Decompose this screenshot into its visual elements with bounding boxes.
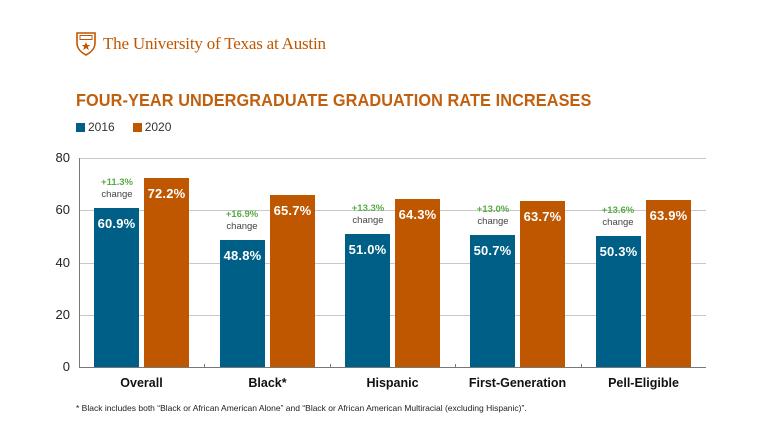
change-word: change <box>352 215 384 226</box>
change-annotation: +13.0% change <box>463 204 523 228</box>
y-axis-tick-label: 0 <box>62 359 70 374</box>
legend-label-2020: 2020 <box>144 120 172 134</box>
y-axis-tick-label: 60 <box>55 202 70 217</box>
legend-item-2020: 2020 <box>132 120 172 134</box>
bar-2020-pell-eligible: 63.9% <box>646 200 691 367</box>
bar-value-label: 72.2% <box>147 186 186 201</box>
bar-2020-hispanic: 64.3% <box>395 199 440 367</box>
change-word: change <box>602 217 634 228</box>
x-axis-line <box>79 367 706 368</box>
bar-2016-overall: 60.9% <box>94 208 139 367</box>
change-word: change <box>477 216 509 227</box>
bar-2016-hispanic: 51.0% <box>345 234 390 367</box>
x-axis-category-label: First-Generation <box>468 376 567 390</box>
bar-2020-first-generation: 63.7% <box>520 201 565 367</box>
bar-value-label: 50.3% <box>599 244 638 259</box>
bar-2020-overall: 72.2% <box>144 178 189 367</box>
bar-value-label: 63.7% <box>523 209 562 224</box>
bar-2020-black: 65.7% <box>270 195 315 367</box>
bar-value-label: 51.0% <box>348 242 387 257</box>
change-value: +16.9% <box>225 209 259 220</box>
x-axis-category-label: Overall <box>120 376 163 390</box>
change-word: change <box>101 189 133 200</box>
x-axis-category-label: Pell-Eligible <box>608 376 679 390</box>
footnote: * Black includes both “Black or African … <box>76 403 527 413</box>
change-value: +13.6% <box>601 205 635 216</box>
legend-label-2016: 2016 <box>88 120 115 134</box>
gridline <box>79 158 706 159</box>
change-annotation: +16.9% change <box>212 209 272 233</box>
change-value: +13.3% <box>351 203 385 214</box>
bar-value-label: 63.9% <box>649 208 688 223</box>
gridline <box>79 263 706 264</box>
x-axis-category-label: Black* <box>248 376 287 390</box>
bar-value-label: 50.7% <box>473 243 512 258</box>
legend-swatch-2020 <box>132 122 142 132</box>
change-value: +11.3% <box>101 177 133 188</box>
x-axis-tick <box>204 364 205 368</box>
bar-value-label: 65.7% <box>273 203 312 218</box>
gridline <box>79 210 706 211</box>
ut-shield-icon <box>76 32 96 56</box>
y-axis-tick-label: 20 <box>55 307 70 322</box>
change-value: +13.0% <box>476 204 510 215</box>
x-axis-category-label: Hispanic <box>366 376 419 390</box>
x-axis-tick <box>455 364 456 368</box>
bar-2016-black: 48.8% <box>220 240 265 367</box>
change-word: change <box>226 221 258 232</box>
x-axis-tick <box>330 364 331 368</box>
y-axis-tick-label: 40 <box>55 255 70 270</box>
bar-2016-first-generation: 50.7% <box>470 235 515 367</box>
university-brand: The University of Texas at Austin <box>76 32 326 56</box>
bar-2016-pell-eligible: 50.3% <box>596 236 641 367</box>
bar-value-label: 60.9% <box>97 216 136 231</box>
change-annotation: +13.6% change <box>588 205 648 229</box>
chart-legend: 2016 2020 <box>76 120 189 134</box>
legend-item-2016: 2016 <box>76 120 115 134</box>
chart-title: FOUR-YEAR UNDERGRADUATE GRADUATION RATE … <box>76 90 592 110</box>
legend-swatch-2016 <box>76 122 85 132</box>
bar-value-label: 64.3% <box>398 207 437 222</box>
change-annotation: +11.3% change <box>87 177 147 201</box>
change-annotation: +13.3% change <box>338 203 398 227</box>
x-axis-tick <box>581 364 582 368</box>
university-name: The University of Texas at Austin <box>103 34 326 53</box>
bar-value-label: 48.8% <box>223 248 262 263</box>
y-axis-line <box>79 158 80 367</box>
y-axis-tick-label: 80 <box>55 150 70 165</box>
gridline <box>79 315 706 316</box>
